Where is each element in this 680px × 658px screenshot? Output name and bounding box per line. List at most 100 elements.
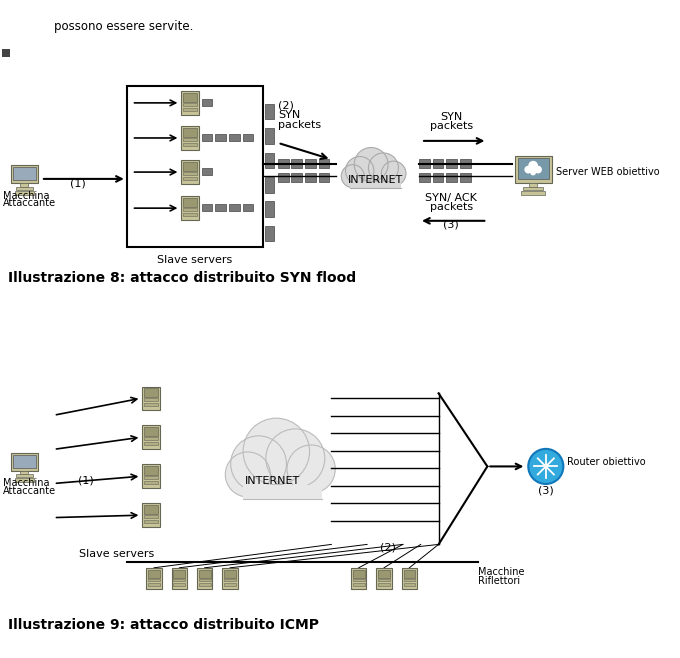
Bar <box>197 568 212 589</box>
Bar <box>144 398 158 401</box>
Bar <box>515 157 551 183</box>
Bar <box>305 173 316 182</box>
Bar <box>432 173 443 182</box>
Text: (1): (1) <box>70 179 86 189</box>
Bar <box>265 104 274 120</box>
Text: packets: packets <box>430 202 473 212</box>
Bar <box>202 204 212 211</box>
Bar <box>353 570 364 578</box>
Bar <box>144 388 158 397</box>
Bar <box>460 159 471 168</box>
Text: Macchine: Macchine <box>477 567 524 577</box>
Text: possono essere servite.: possono essere servite. <box>54 20 193 33</box>
Bar <box>13 167 36 180</box>
Bar <box>148 570 160 578</box>
Text: packets: packets <box>278 120 321 130</box>
Circle shape <box>369 153 398 183</box>
Bar <box>183 138 197 141</box>
Bar <box>173 578 185 582</box>
Bar <box>243 134 254 141</box>
Bar <box>173 570 185 578</box>
Bar <box>171 568 187 589</box>
Text: INTERNET: INTERNET <box>245 476 301 486</box>
Bar <box>378 578 390 582</box>
Circle shape <box>381 161 406 186</box>
Text: Server WEB obiettivo: Server WEB obiettivo <box>556 167 659 177</box>
Bar <box>182 197 199 220</box>
Bar <box>183 128 197 137</box>
Bar <box>224 584 236 586</box>
Bar <box>353 578 364 582</box>
Text: Macchina: Macchina <box>3 191 50 201</box>
Bar <box>278 159 288 168</box>
Bar <box>20 470 29 474</box>
Bar <box>265 226 274 241</box>
Bar <box>243 485 322 499</box>
Bar <box>378 584 390 586</box>
Circle shape <box>534 166 542 174</box>
Bar <box>202 134 212 141</box>
Bar <box>182 161 199 184</box>
Circle shape <box>524 166 532 174</box>
Bar <box>183 172 197 175</box>
Bar <box>183 213 197 216</box>
Text: (3): (3) <box>443 220 459 230</box>
Bar <box>378 570 390 578</box>
Bar <box>292 159 302 168</box>
Bar <box>199 584 211 586</box>
Text: Attaccante: Attaccante <box>3 486 56 496</box>
Text: Slave servers: Slave servers <box>80 549 154 559</box>
Circle shape <box>354 147 388 182</box>
Bar <box>11 453 38 470</box>
Text: SYN/ ACK: SYN/ ACK <box>425 193 477 203</box>
Bar <box>229 134 240 141</box>
Bar <box>265 128 274 144</box>
Bar <box>524 187 543 190</box>
Bar <box>319 159 329 168</box>
Bar <box>265 177 274 193</box>
Bar <box>224 570 236 578</box>
Text: (1): (1) <box>78 476 94 486</box>
Bar <box>222 568 238 589</box>
Bar <box>199 570 211 578</box>
Bar <box>446 159 457 168</box>
Text: Macchina: Macchina <box>3 478 50 488</box>
Bar <box>403 570 415 578</box>
Bar <box>16 474 33 477</box>
Bar <box>144 467 158 475</box>
Bar <box>148 578 160 582</box>
Bar <box>144 428 158 436</box>
Bar <box>183 93 197 102</box>
Bar <box>182 126 199 149</box>
Text: packets: packets <box>430 121 473 131</box>
Bar <box>183 177 197 180</box>
Circle shape <box>345 157 374 185</box>
Bar <box>265 153 274 168</box>
Bar <box>144 481 158 484</box>
Circle shape <box>266 429 325 488</box>
Circle shape <box>231 436 286 492</box>
Bar <box>146 568 162 589</box>
Bar <box>517 159 549 179</box>
Bar <box>11 165 38 183</box>
Bar <box>229 204 240 211</box>
Circle shape <box>528 161 538 170</box>
Bar <box>243 204 254 211</box>
Bar <box>142 386 160 410</box>
Bar <box>350 182 401 188</box>
Bar <box>183 163 197 171</box>
Bar <box>376 568 392 589</box>
Bar <box>2 49 10 57</box>
Text: Slave servers: Slave servers <box>157 255 233 265</box>
Text: Attaccante: Attaccante <box>3 199 56 209</box>
Bar <box>142 465 160 488</box>
Bar <box>265 201 274 217</box>
Bar <box>199 578 211 582</box>
Bar <box>148 584 160 586</box>
Circle shape <box>530 170 536 176</box>
Bar <box>350 169 401 187</box>
Text: SYN: SYN <box>440 113 462 122</box>
Bar <box>522 191 545 195</box>
Bar <box>142 426 160 449</box>
Text: SYN: SYN <box>278 111 300 120</box>
